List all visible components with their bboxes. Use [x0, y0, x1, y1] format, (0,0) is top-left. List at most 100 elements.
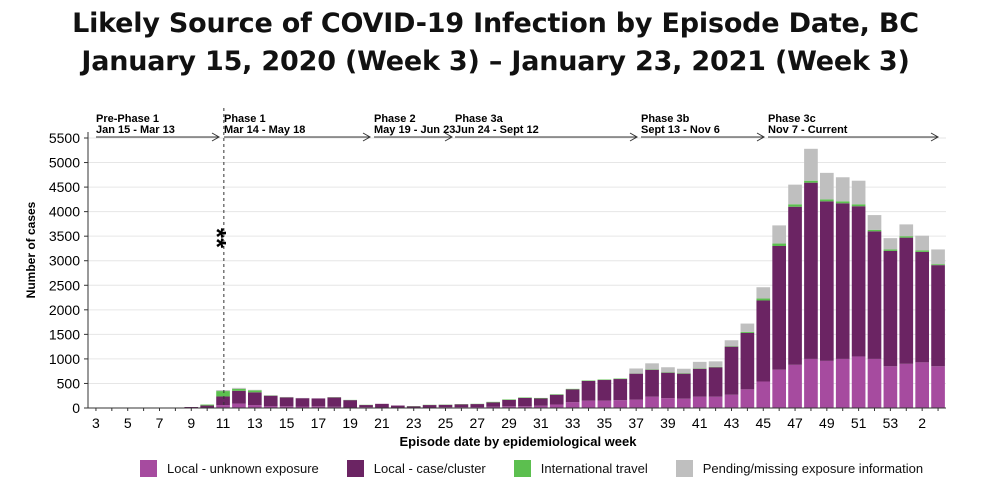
bar-segment	[645, 363, 659, 370]
x-tick-label: 9	[187, 415, 195, 431]
x-tick-label: 17	[311, 415, 327, 431]
bar-segment	[518, 406, 532, 408]
phase-name: Phase 3c	[768, 113, 816, 125]
y-tick-label: 5000	[49, 155, 80, 171]
x-tick-label: 15	[279, 415, 295, 431]
x-tick-label: 39	[660, 415, 676, 431]
bar-segment	[915, 362, 929, 408]
bar-segment	[867, 229, 882, 232]
bar-segment	[629, 368, 643, 374]
bar-segment	[502, 406, 516, 408]
bar-segment	[756, 287, 771, 299]
x-tick-label: 29	[501, 415, 517, 431]
y-tick-label: 500	[57, 375, 81, 391]
bar-segment	[232, 403, 246, 408]
bar-segment	[835, 177, 850, 202]
bar-segment	[772, 243, 786, 246]
x-tick-label: 23	[406, 415, 422, 431]
x-axis-label: Episode date by epidemiological week	[400, 434, 638, 449]
bar-segment	[565, 389, 580, 403]
x-tick-label: 43	[724, 415, 740, 431]
bar-segment	[343, 400, 357, 408]
bar-segment	[708, 396, 723, 408]
phase-dates: May 19 - Jun 23	[374, 124, 455, 136]
bar-segment	[613, 400, 628, 408]
bar-segment	[438, 404, 453, 408]
bar-segment	[740, 332, 755, 390]
bar-segment	[661, 372, 675, 399]
bar-segment	[248, 392, 262, 406]
x-tick-label: 53	[883, 415, 899, 431]
bar-segment	[534, 405, 548, 408]
phase-dates: Mar 14 - May 18	[224, 124, 305, 136]
bar-segment	[915, 235, 929, 251]
legend-swatch	[513, 460, 531, 477]
bar-segment	[279, 397, 294, 407]
bar-segment	[804, 180, 818, 183]
x-tick-label: 47	[787, 415, 803, 431]
bar-segment	[804, 148, 818, 181]
bar-segment	[851, 180, 866, 205]
bar-segment	[756, 300, 771, 382]
bar-segment	[565, 402, 580, 408]
x-tick-label: 3	[92, 415, 100, 431]
x-tick-label: 7	[156, 415, 164, 431]
bar-segment	[883, 250, 898, 367]
phase-name: Phase 2	[374, 113, 416, 125]
bar-segment	[645, 369, 659, 397]
bar-segment	[788, 206, 802, 365]
bar-segment	[216, 396, 230, 406]
x-tick-label: 5	[124, 415, 132, 431]
y-tick-label: 3000	[49, 253, 80, 269]
bar-segment	[677, 368, 691, 374]
legend-label: Local - unknown exposure	[167, 461, 319, 476]
bar-segment	[835, 201, 850, 204]
bar-segment	[851, 356, 866, 408]
bar-segment	[248, 405, 262, 408]
bar-segment	[232, 390, 246, 404]
bar-segment	[613, 379, 628, 401]
phase-dates: Sept 13 - Nov 6	[641, 124, 720, 136]
x-tick-label: 37	[628, 415, 644, 431]
bar-segment	[867, 215, 882, 230]
legend-label: International travel	[540, 461, 648, 476]
bar-segment	[835, 203, 850, 359]
bar-segment	[772, 225, 786, 244]
phase-arrow-head	[444, 132, 454, 142]
bar-segment	[883, 366, 898, 408]
y-tick-label: 5500	[49, 130, 80, 146]
y-tick-label: 3500	[49, 228, 80, 244]
bar-segment	[915, 250, 929, 252]
bar-segment	[915, 251, 929, 363]
phase-arrow-head	[211, 132, 221, 142]
bar-segment	[851, 204, 866, 207]
x-tick-label: 25	[438, 415, 454, 431]
legend-item-local-unknown: Local - unknown exposure	[140, 460, 319, 477]
bar-segment	[724, 394, 739, 408]
x-tick-label: 11	[216, 415, 231, 431]
phase-dates: Nov 7 - Current	[768, 124, 848, 136]
x-tick-label: 45	[755, 415, 771, 431]
bar-segment	[661, 367, 675, 373]
bar-segment	[629, 373, 643, 400]
legend: Local - unknown exposure Local - case/cl…	[140, 460, 951, 477]
phase-arrow-head	[756, 132, 766, 142]
y-gridlines	[88, 137, 946, 409]
phase-name: Phase 3a	[455, 113, 504, 125]
bar-segment	[216, 391, 230, 397]
phase-arrow-head	[629, 132, 639, 142]
bar-segment	[216, 405, 230, 408]
bar-segment	[327, 397, 342, 407]
bar-segment	[454, 404, 469, 408]
legend-label: Local - case/cluster	[373, 461, 486, 476]
x-tick-label: 19	[342, 415, 358, 431]
bar-segment	[820, 360, 834, 408]
bar-segment	[200, 404, 214, 406]
bar-segment	[788, 184, 802, 205]
bar-segment	[740, 323, 755, 332]
bar-segment	[724, 340, 739, 347]
y-axis-label: Number of cases	[24, 201, 38, 298]
bar-segment	[804, 182, 818, 359]
phase-arrow-head	[930, 132, 940, 142]
